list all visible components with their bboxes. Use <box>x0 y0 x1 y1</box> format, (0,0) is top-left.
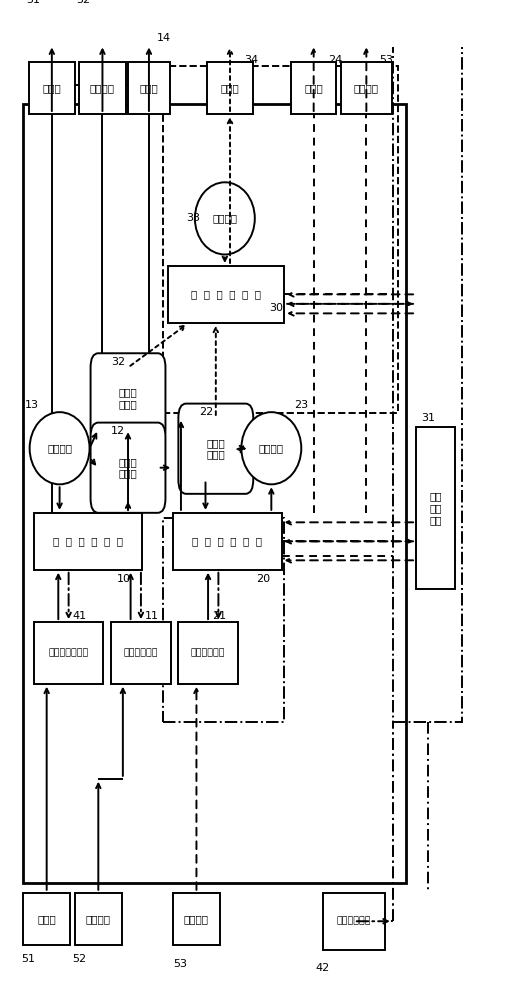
Text: 12: 12 <box>111 426 125 436</box>
FancyBboxPatch shape <box>179 622 238 684</box>
Text: 24: 24 <box>328 55 342 65</box>
Text: 配电网: 配电网 <box>42 83 61 93</box>
FancyBboxPatch shape <box>323 893 385 950</box>
Text: 电热转
换单元: 电热转 换单元 <box>118 457 137 479</box>
Text: 冷热电联供系统: 冷热电联供系统 <box>49 648 89 657</box>
FancyBboxPatch shape <box>79 62 126 114</box>
Ellipse shape <box>195 182 255 254</box>
Text: 31: 31 <box>421 413 435 423</box>
FancyBboxPatch shape <box>29 62 75 114</box>
FancyBboxPatch shape <box>34 622 103 684</box>
Text: 30: 30 <box>269 303 283 313</box>
Text: 21: 21 <box>212 611 226 621</box>
Text: 发电设备单元: 发电设备单元 <box>124 648 158 657</box>
Text: 电  能  控  制  单  元: 电 能 控 制 单 元 <box>53 536 123 546</box>
Text: 储冷单元: 储冷单元 <box>212 213 238 223</box>
Text: 储热单元: 储热单元 <box>259 443 284 453</box>
Text: 冷  能  控  制  单  元: 冷 能 控 制 单 元 <box>191 289 261 299</box>
FancyBboxPatch shape <box>173 893 220 945</box>
Text: 冷负荷: 冷负荷 <box>221 83 240 93</box>
Text: 园区热网: 园区热网 <box>354 83 379 93</box>
Text: 51: 51 <box>26 0 40 5</box>
Ellipse shape <box>30 412 90 484</box>
Text: 23: 23 <box>294 400 309 410</box>
Text: 52: 52 <box>73 954 87 964</box>
Text: 10: 10 <box>116 574 130 584</box>
Text: 32: 32 <box>111 357 125 367</box>
Text: 52: 52 <box>77 0 91 5</box>
Text: 配电网: 配电网 <box>37 914 56 924</box>
Text: 园区电网: 园区电网 <box>90 83 115 93</box>
FancyBboxPatch shape <box>128 62 170 114</box>
Text: 园区电网: 园区电网 <box>86 914 111 924</box>
Text: 地源热泵系统: 地源热泵系统 <box>337 917 371 926</box>
Ellipse shape <box>241 412 301 484</box>
Text: 储电单元: 储电单元 <box>47 443 72 453</box>
Text: 34: 34 <box>244 55 258 65</box>
Text: 33: 33 <box>186 213 200 223</box>
FancyBboxPatch shape <box>416 427 455 589</box>
FancyBboxPatch shape <box>168 266 284 323</box>
Text: 41: 41 <box>73 611 87 621</box>
FancyBboxPatch shape <box>23 893 70 945</box>
Text: 制热设备单元: 制热设备单元 <box>191 648 226 657</box>
Text: 电负荷: 电负荷 <box>139 83 158 93</box>
Text: 园区热网: 园区热网 <box>184 914 209 924</box>
Text: 热  能  控  制  单  元: 热 能 控 制 单 元 <box>193 536 263 546</box>
FancyBboxPatch shape <box>91 353 165 443</box>
FancyBboxPatch shape <box>173 513 282 570</box>
Text: 11: 11 <box>145 611 159 621</box>
Text: 13: 13 <box>25 400 39 410</box>
Text: 53: 53 <box>173 959 187 969</box>
FancyBboxPatch shape <box>34 513 142 570</box>
Text: 20: 20 <box>256 574 270 584</box>
Text: 供冷
设备
单元: 供冷 设备 单元 <box>429 491 442 525</box>
Text: 热冷转
换单元: 热冷转 换单元 <box>206 438 225 460</box>
FancyBboxPatch shape <box>179 404 253 494</box>
Text: 14: 14 <box>157 33 171 43</box>
Text: 22: 22 <box>199 407 213 417</box>
Text: 53: 53 <box>379 55 393 65</box>
FancyBboxPatch shape <box>111 622 171 684</box>
FancyBboxPatch shape <box>340 62 392 114</box>
Text: 热负荷: 热负荷 <box>304 83 323 93</box>
FancyBboxPatch shape <box>75 893 122 945</box>
Text: 42: 42 <box>315 963 329 973</box>
FancyBboxPatch shape <box>291 62 336 114</box>
FancyBboxPatch shape <box>207 62 253 114</box>
FancyBboxPatch shape <box>91 423 165 513</box>
Text: 电冷转
换单元: 电冷转 换单元 <box>118 388 137 409</box>
Text: 51: 51 <box>21 954 35 964</box>
